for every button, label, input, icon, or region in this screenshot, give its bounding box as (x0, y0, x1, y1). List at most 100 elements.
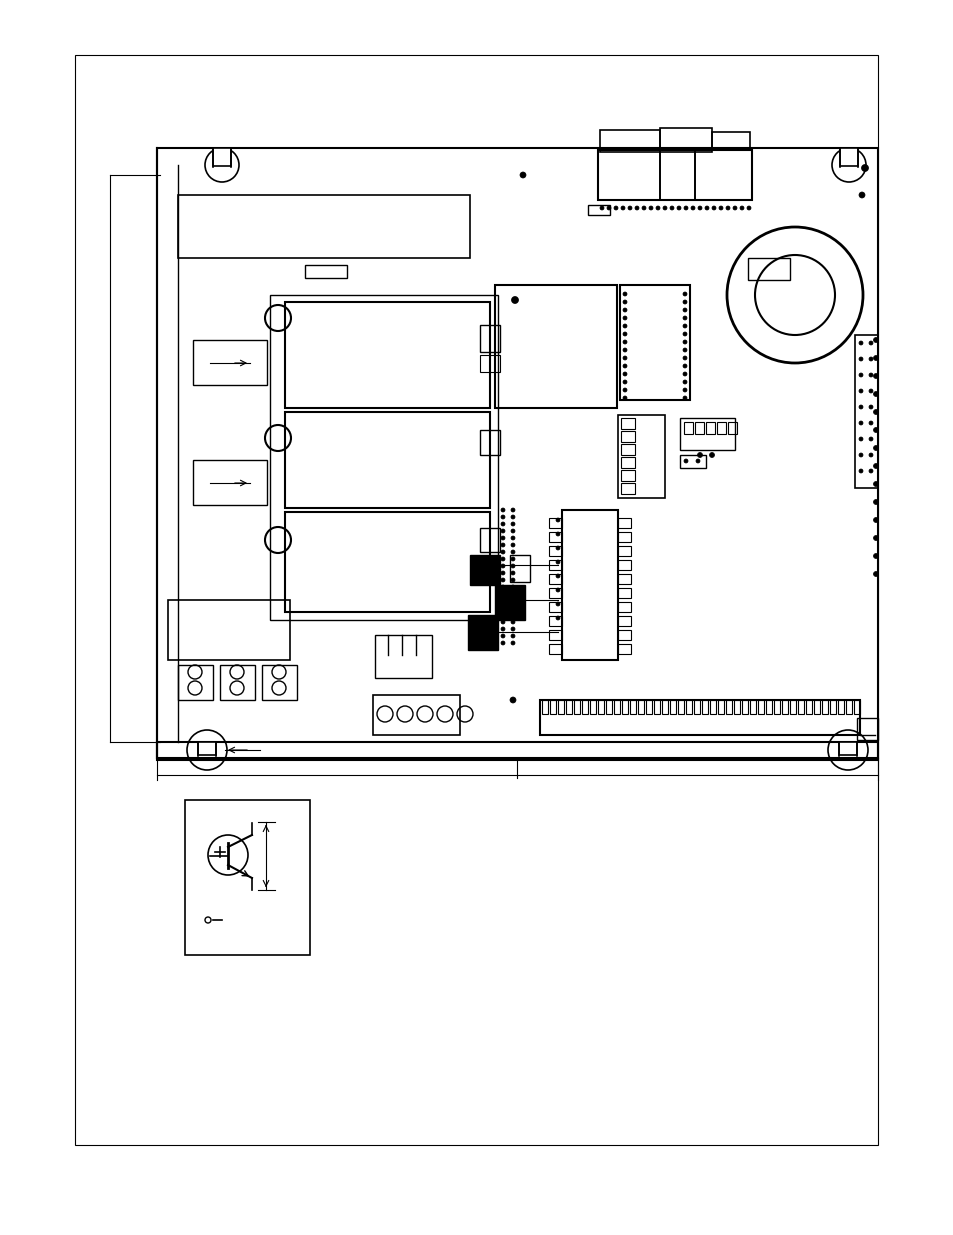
Circle shape (873, 482, 878, 487)
Circle shape (511, 550, 515, 555)
Bar (495, 585, 524, 620)
Circle shape (868, 373, 872, 377)
Circle shape (858, 357, 862, 361)
Circle shape (606, 206, 610, 210)
Circle shape (683, 206, 687, 210)
Bar (709, 700, 716, 714)
Circle shape (858, 341, 862, 345)
Circle shape (622, 364, 626, 368)
Circle shape (500, 550, 504, 555)
Circle shape (711, 206, 716, 210)
Circle shape (556, 588, 559, 592)
Bar (741, 700, 747, 714)
Circle shape (635, 206, 639, 210)
Bar (510, 555, 530, 582)
Bar (618, 643, 630, 655)
Bar (621, 700, 627, 714)
Circle shape (641, 206, 645, 210)
Bar (854, 335, 877, 488)
Bar (548, 559, 561, 571)
Circle shape (868, 421, 872, 425)
Circle shape (682, 300, 686, 304)
Bar (262, 664, 296, 700)
Circle shape (746, 206, 750, 210)
Bar (598, 149, 751, 200)
Bar (618, 415, 664, 498)
Circle shape (500, 592, 504, 597)
Circle shape (622, 396, 626, 400)
Circle shape (500, 620, 504, 624)
Bar (375, 635, 432, 678)
Circle shape (556, 616, 559, 620)
Circle shape (873, 499, 878, 505)
Circle shape (873, 517, 878, 522)
Bar (541, 700, 547, 714)
Bar (479, 430, 499, 454)
Bar (620, 471, 635, 480)
Circle shape (682, 340, 686, 345)
Bar (718, 700, 723, 714)
Bar (193, 459, 267, 505)
Circle shape (511, 564, 515, 568)
Circle shape (873, 553, 878, 558)
Bar (285, 303, 490, 408)
Bar (185, 800, 310, 955)
Bar (758, 700, 763, 714)
Bar (620, 417, 635, 429)
Bar (679, 417, 734, 450)
Circle shape (627, 206, 631, 210)
Circle shape (682, 332, 686, 336)
Circle shape (500, 529, 504, 534)
Circle shape (868, 405, 872, 409)
Bar (679, 454, 705, 468)
Circle shape (696, 459, 700, 463)
Circle shape (682, 324, 686, 329)
Circle shape (648, 206, 652, 210)
Circle shape (682, 356, 686, 359)
Bar (856, 718, 877, 740)
Circle shape (669, 206, 673, 210)
Bar (548, 601, 561, 613)
Circle shape (511, 508, 515, 513)
Circle shape (873, 356, 878, 361)
Bar (618, 559, 630, 571)
Circle shape (704, 206, 708, 210)
Circle shape (858, 437, 862, 441)
Bar (178, 195, 470, 258)
Bar (599, 130, 659, 152)
Circle shape (511, 296, 518, 304)
Bar (638, 700, 643, 714)
Circle shape (868, 341, 872, 345)
Bar (685, 700, 691, 714)
Circle shape (622, 332, 626, 336)
Circle shape (682, 291, 686, 296)
Circle shape (500, 599, 504, 603)
Circle shape (873, 391, 878, 396)
Circle shape (500, 522, 504, 526)
Bar (479, 325, 499, 352)
Circle shape (873, 427, 878, 432)
Bar (605, 700, 612, 714)
Circle shape (556, 546, 559, 550)
Circle shape (500, 536, 504, 540)
Circle shape (682, 308, 686, 312)
Circle shape (519, 172, 525, 178)
Bar (853, 700, 859, 714)
Bar (198, 742, 215, 755)
Circle shape (662, 206, 666, 210)
Circle shape (511, 592, 515, 597)
Circle shape (868, 453, 872, 457)
Bar (618, 601, 630, 613)
Circle shape (500, 571, 504, 576)
Bar (589, 700, 596, 714)
Bar (821, 700, 827, 714)
Bar (701, 700, 707, 714)
Circle shape (511, 515, 515, 519)
Bar (548, 574, 561, 584)
Circle shape (682, 396, 686, 400)
Bar (220, 664, 254, 700)
Bar (669, 700, 676, 714)
Circle shape (556, 574, 559, 578)
Circle shape (511, 599, 515, 603)
Bar (620, 431, 635, 442)
